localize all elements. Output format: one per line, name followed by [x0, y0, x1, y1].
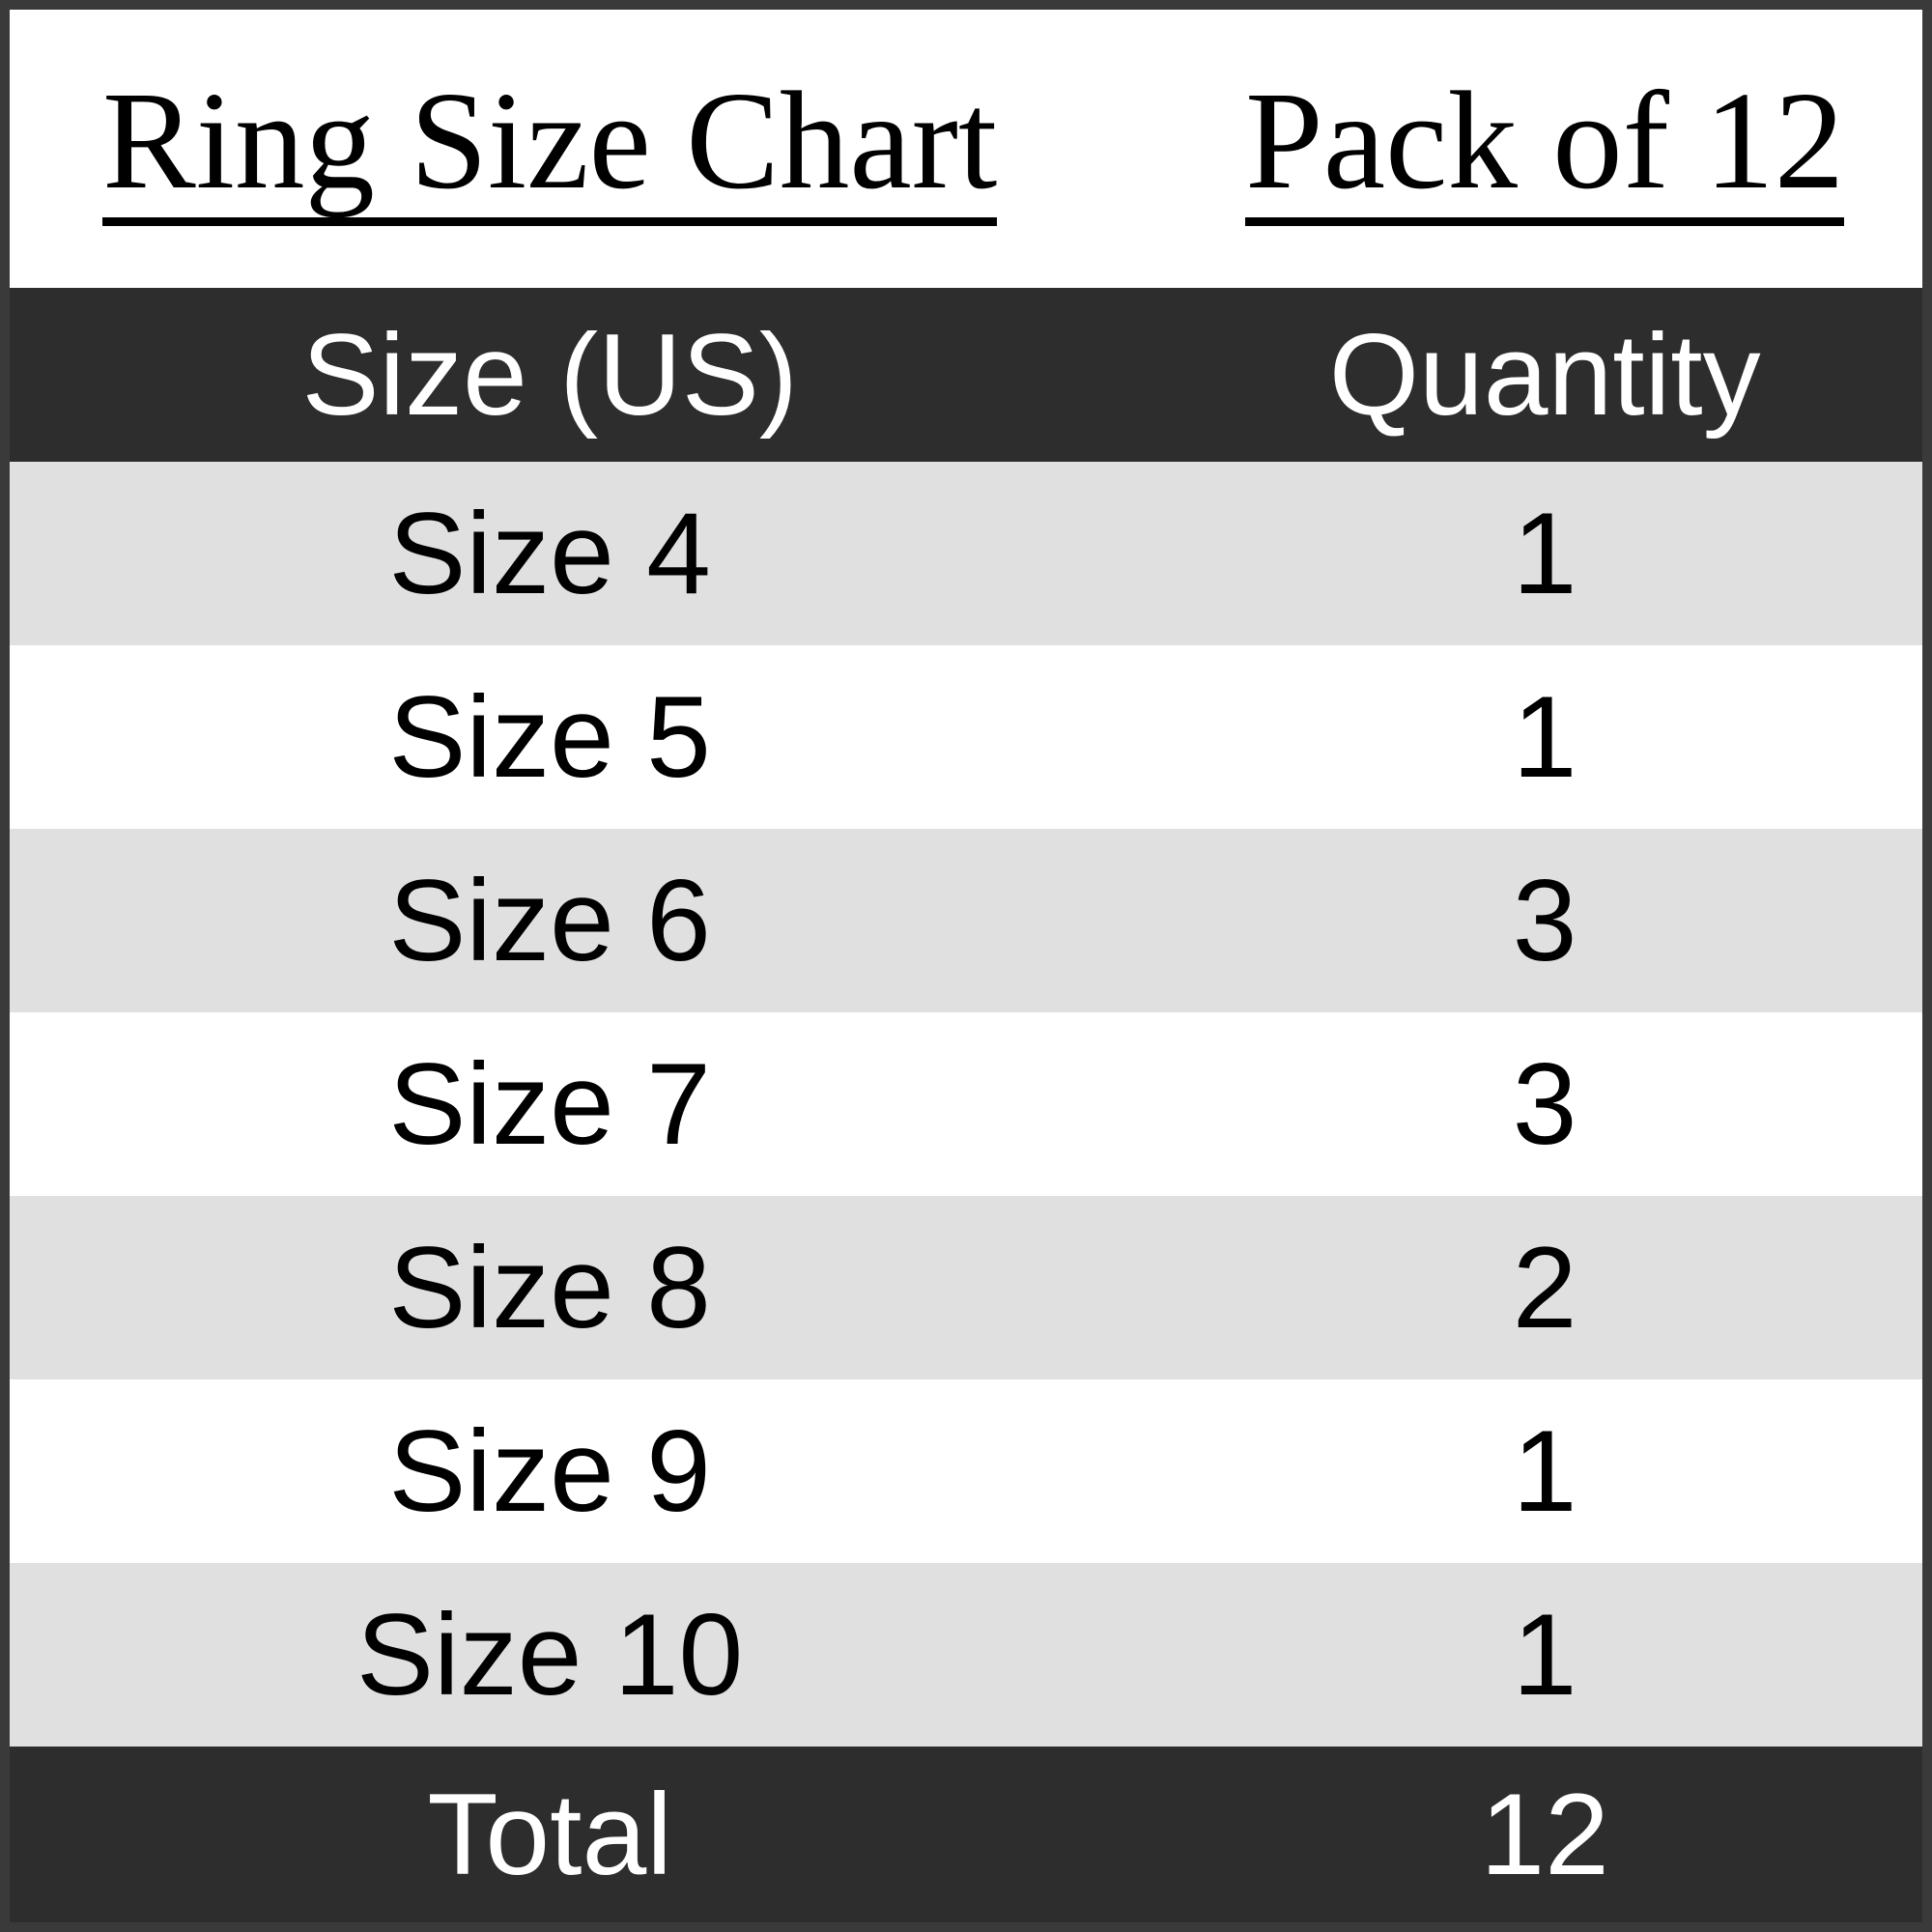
- size-cell: Size 6: [388, 856, 711, 985]
- total-label: Total: [427, 1770, 672, 1899]
- table-row: Size 7 3: [10, 1012, 1922, 1196]
- pack-of-label: Pack of 12: [1245, 71, 1845, 226]
- total-row: Total 12: [10, 1747, 1922, 1922]
- quantity-cell: 3: [1512, 1039, 1577, 1169]
- size-cell: Size 4: [388, 489, 711, 618]
- table-row: Size 9 1: [10, 1379, 1922, 1563]
- size-cell: Size 5: [388, 672, 711, 802]
- title-left-cell: Ring Size Chart: [10, 10, 1128, 288]
- chart-title: Ring Size Chart: [102, 71, 998, 226]
- title-right-cell: Pack of 12: [1128, 10, 1922, 288]
- table-row: Size 10 1: [10, 1563, 1922, 1747]
- table-row: Size 6 3: [10, 829, 1922, 1012]
- size-cell: Size 8: [388, 1223, 711, 1352]
- quantity-cell: 3: [1512, 856, 1577, 985]
- quantity-cell: 1: [1512, 1590, 1577, 1719]
- quantity-column-header: Quantity: [1328, 310, 1761, 440]
- table-row: Size 5 1: [10, 645, 1922, 829]
- title-row: Ring Size Chart Pack of 12: [10, 10, 1922, 288]
- quantity-cell: 1: [1512, 1406, 1577, 1536]
- size-cell: Size 7: [388, 1039, 711, 1169]
- size-column-header: Size (US): [301, 310, 798, 440]
- table-body: Size 4 1 Size 5 1 Size 6 3 Size 7 3 Size…: [10, 462, 1922, 1747]
- quantity-cell: 1: [1512, 489, 1577, 618]
- table-header-row: Size (US) Quantity: [10, 288, 1922, 462]
- size-cell: Size 9: [388, 1406, 711, 1536]
- quantity-cell: 2: [1512, 1223, 1577, 1352]
- quantity-cell: 1: [1512, 672, 1577, 802]
- table-row: Size 4 1: [10, 462, 1922, 645]
- total-value: 12: [1480, 1770, 1609, 1899]
- table-row: Size 8 2: [10, 1196, 1922, 1379]
- size-cell: Size 10: [356, 1590, 744, 1719]
